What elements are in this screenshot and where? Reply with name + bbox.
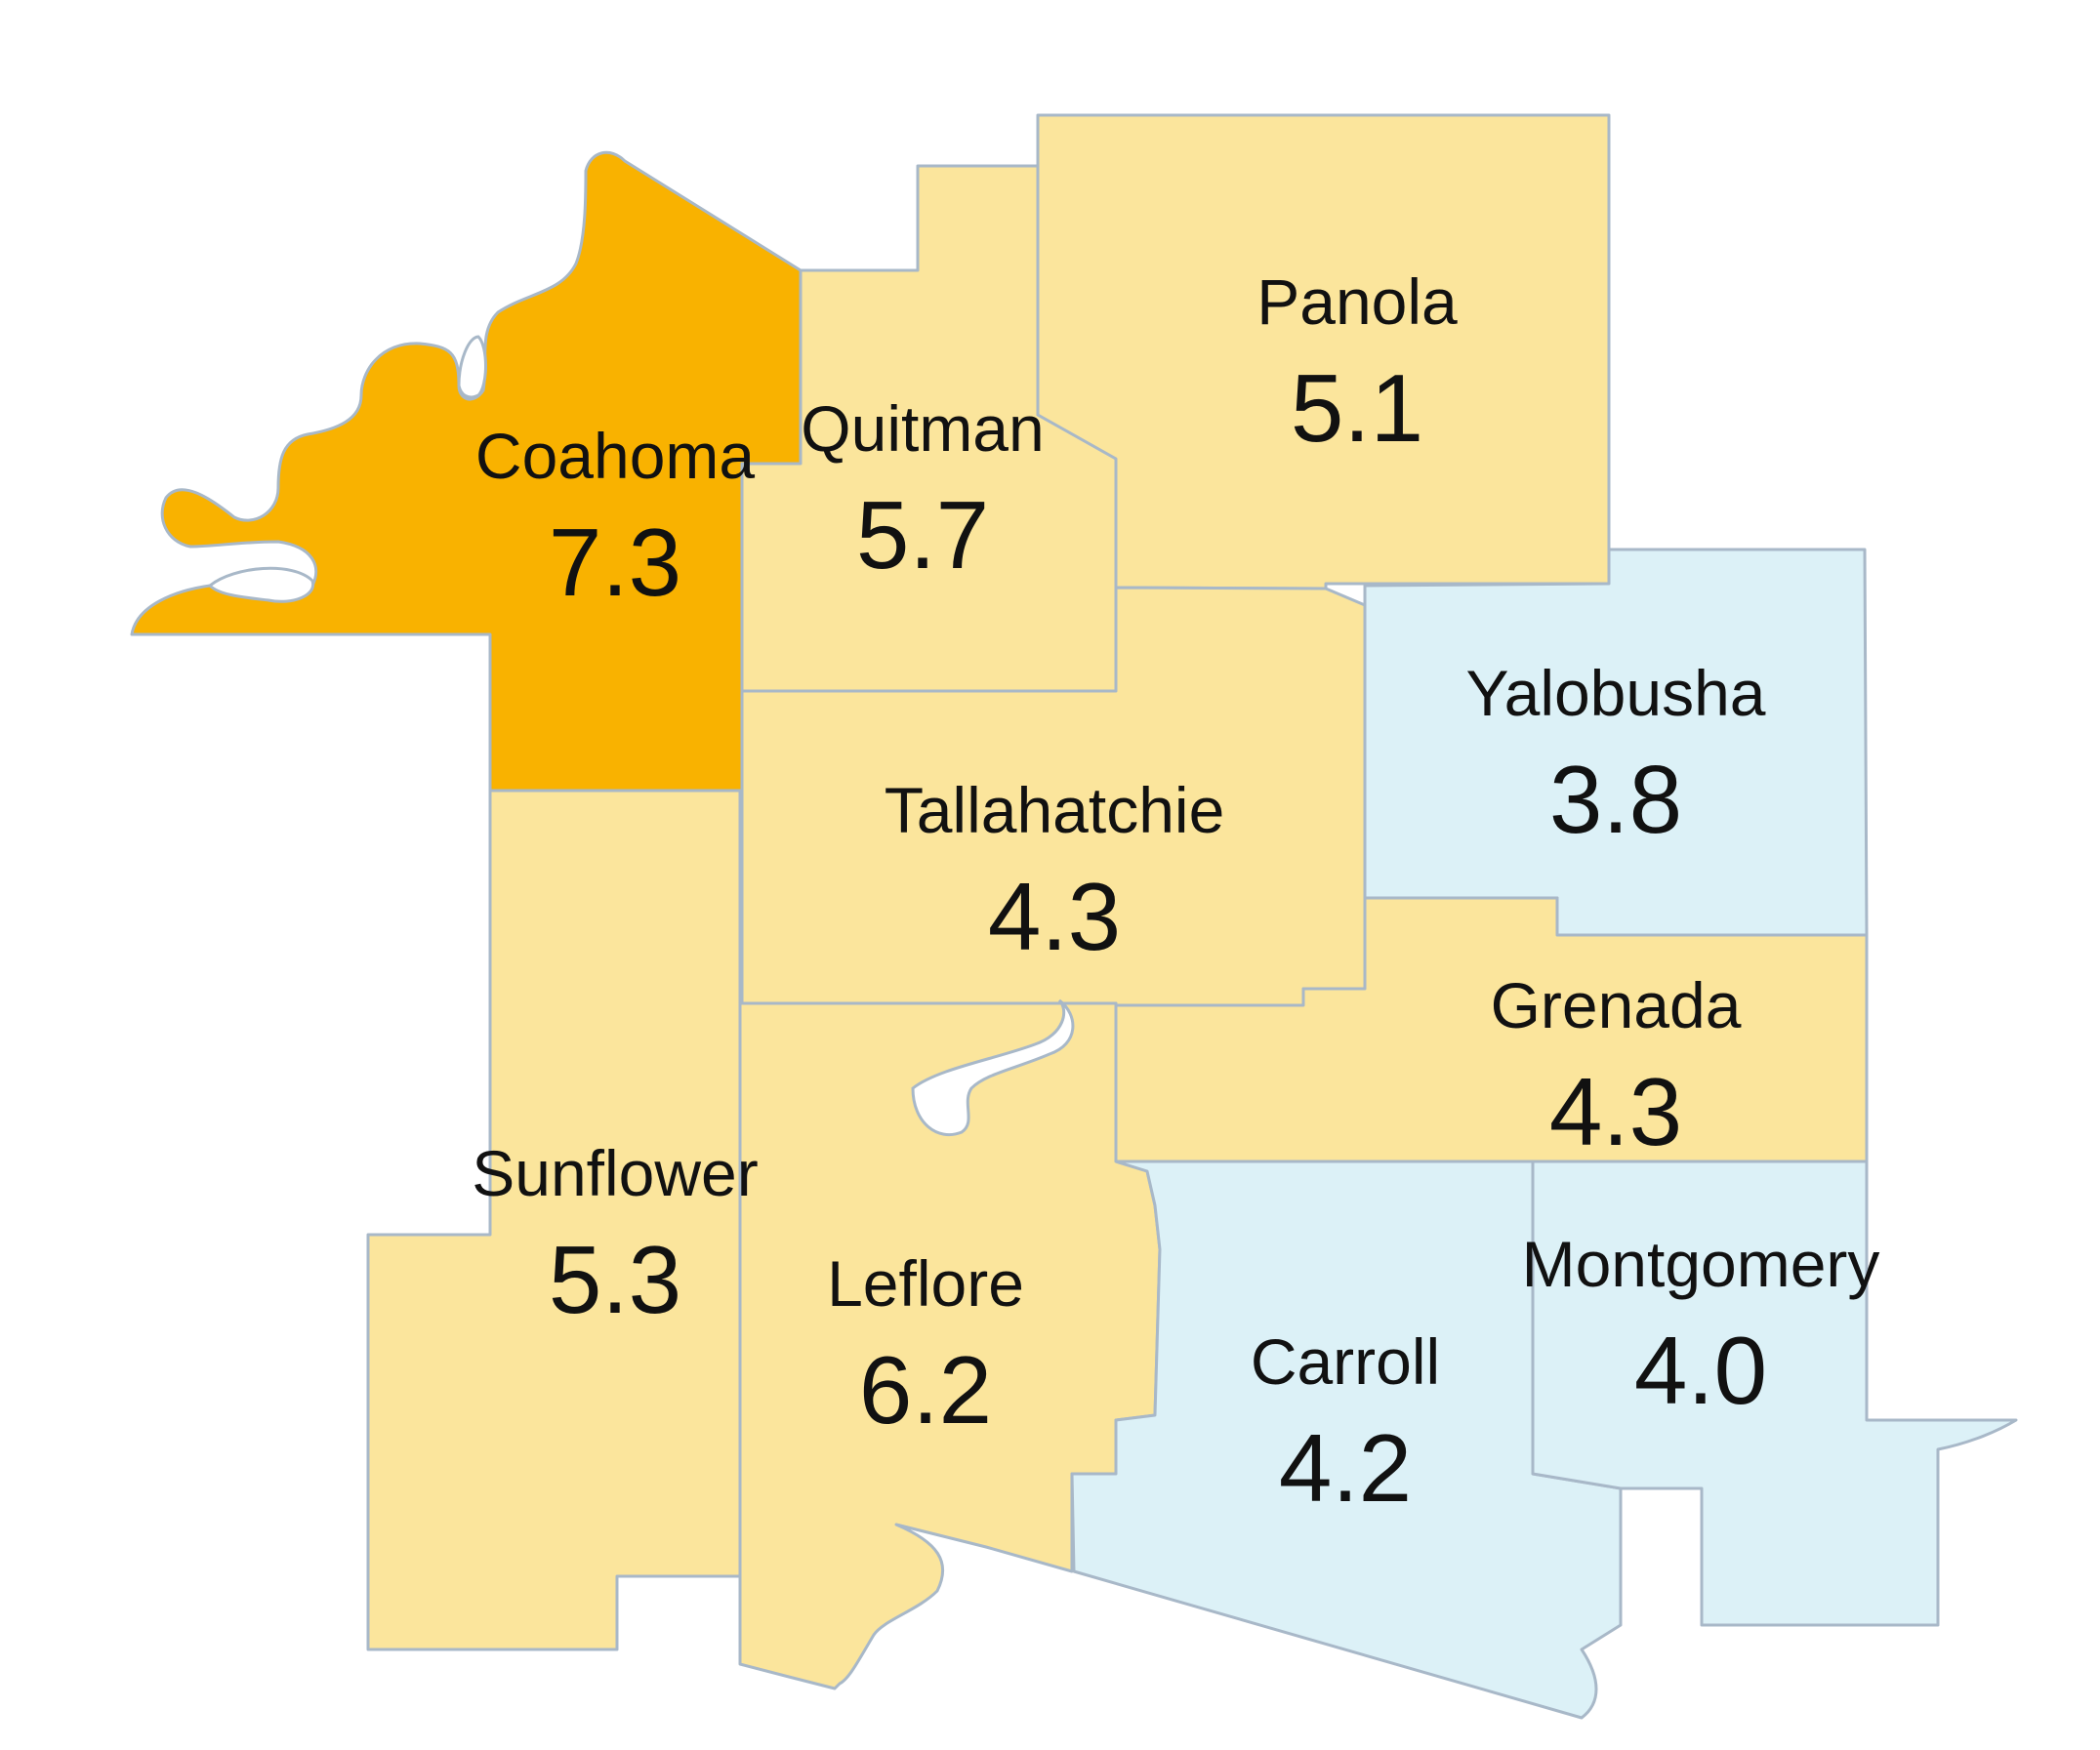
oxbow-lake-west	[207, 566, 315, 603]
county-name: Quitman	[801, 392, 1044, 465]
county-shape-panola[interactable]	[1036, 113, 1611, 590]
county-name: Grenada	[1491, 969, 1742, 1041]
county-value: 5.1	[1291, 354, 1423, 462]
county-value: 5.7	[856, 481, 989, 589]
county-value: 7.3	[549, 509, 681, 616]
county-name: Carroll	[1251, 1325, 1440, 1398]
county-value: 5.3	[549, 1226, 681, 1333]
county-value: 3.8	[1549, 746, 1682, 853]
county-name: Yalobusha	[1465, 657, 1765, 729]
county-name: Leflore	[827, 1247, 1024, 1320]
county-label-montgomery: Montgomery 4.0	[1522, 1228, 1880, 1424]
county-value: 4.0	[1634, 1317, 1767, 1424]
county-label-yalobusha: Yalobusha 3.8	[1465, 657, 1765, 853]
county-shape-yalobusha[interactable]	[1363, 548, 1869, 937]
county-label-quitman: Quitman 5.7	[801, 392, 1044, 589]
county-name: Tallahatchie	[885, 774, 1225, 846]
county-label-tallahatchie: Tallahatchie 4.3	[885, 774, 1225, 970]
county-label-panola: Panola 5.1	[1256, 265, 1458, 462]
county-value: 4.3	[988, 863, 1121, 970]
county-label-grenada: Grenada 4.3	[1491, 969, 1742, 1165]
county-shape-sunflower[interactable]	[366, 789, 742, 1651]
county-shape-montgomery[interactable]	[1531, 1160, 2018, 1627]
county-shape-carroll[interactable]	[1070, 1160, 1623, 1720]
county-value: 4.2	[1279, 1414, 1412, 1522]
county-label-leflore: Leflore 6.2	[827, 1247, 1024, 1444]
county-value: 6.2	[859, 1336, 992, 1444]
county-name: Sunflower	[472, 1137, 759, 1209]
county-name: Montgomery	[1522, 1228, 1880, 1300]
county-label-carroll: Carroll 4.2	[1251, 1325, 1440, 1522]
county-name: Panola	[1256, 265, 1458, 338]
oxbow-lake-leflore	[911, 998, 1075, 1137]
oxbow-lake-north	[457, 335, 487, 399]
county-name: Coahoma	[475, 420, 755, 492]
county-label-sunflower: Sunflower 5.3	[472, 1137, 759, 1333]
county-value: 4.3	[1549, 1058, 1682, 1165]
county-label-coahoma: Coahoma 7.3	[475, 420, 755, 616]
